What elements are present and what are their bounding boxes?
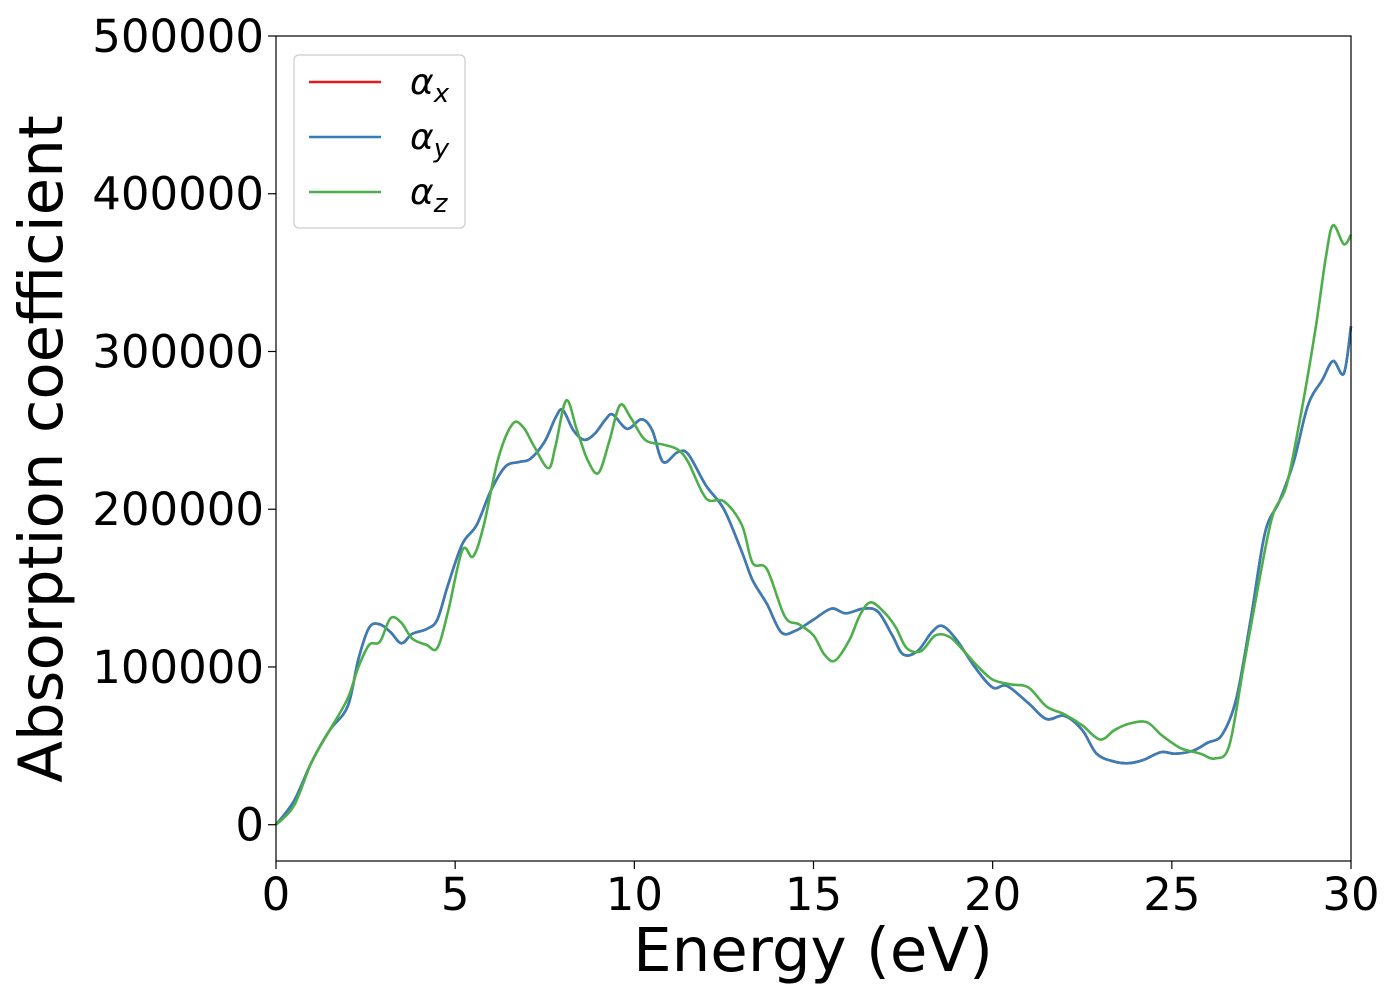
legend-label-alpha-z: αz (410, 172, 449, 219)
x-tick-label: 0 (262, 868, 291, 921)
x-tick-label: 25 (1143, 868, 1200, 921)
x-axis-title: Energy (eV) (633, 915, 993, 986)
x-tick-label: 10 (606, 868, 663, 921)
legend-label-alpha-x: αx (410, 62, 450, 109)
y-tick-label: 500000 (92, 10, 264, 63)
series-lines (274, 223, 1353, 826)
y-tick-label: 400000 (92, 168, 264, 221)
y-tick-label: 100000 (92, 641, 264, 694)
series-line-alpha-z (275, 223, 1353, 826)
legend-box (293, 54, 466, 229)
x-tick-label: 15 (785, 868, 842, 921)
y-tick-label: 200000 (92, 483, 264, 536)
series-line-alpha-y (274, 326, 1353, 826)
x-axis-ticks: 0 5 10 15 20 25 30 (262, 861, 1380, 921)
y-axis-title: Absorption coefficient (6, 115, 77, 783)
legend: αx αy αz (293, 54, 466, 229)
x-tick-label: 20 (964, 868, 1021, 921)
y-tick-label: 300000 (92, 325, 264, 378)
y-tick-label: 0 (235, 799, 264, 852)
y-axis-ticks: 0 100000 200000 300000 400000 500000 (92, 10, 276, 852)
legend-label-alpha-y: αy (410, 117, 450, 164)
x-tick-label: 5 (441, 868, 470, 921)
x-tick-label: 30 (1322, 868, 1379, 921)
